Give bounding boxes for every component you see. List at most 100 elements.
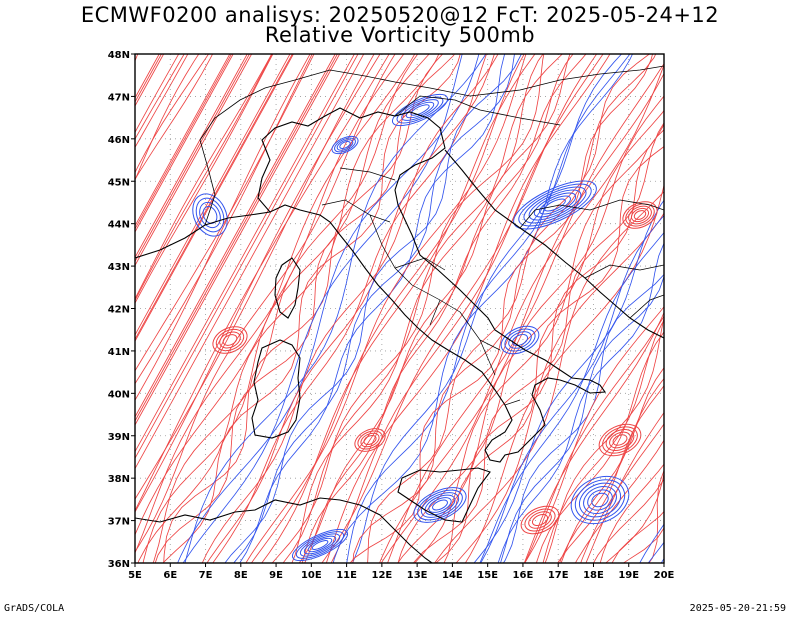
positive-vorticity-contour bbox=[544, 316, 664, 563]
lon-label: 11E bbox=[336, 570, 357, 581]
positive-vorticity-contour bbox=[0, 27, 110, 607]
lon-label: 15E bbox=[477, 570, 498, 581]
positive-vorticity-contour bbox=[379, 72, 664, 563]
negative-vorticity-contour bbox=[291, 528, 349, 562]
positive-vorticity-contour bbox=[0, 20, 90, 600]
positive-vorticity-contour bbox=[135, 54, 375, 500]
lat-label: 48N bbox=[108, 50, 130, 61]
negative-vorticity-contour bbox=[202, 206, 218, 224]
positive-vorticity-contour bbox=[135, 54, 381, 513]
footer-timestamp: 2025-05-20-21:59 bbox=[689, 603, 786, 614]
positive-vorticity-contour bbox=[0, 28, 69, 607]
positive-vorticity-contour bbox=[605, 429, 635, 451]
coastlines bbox=[135, 65, 664, 563]
negative-vorticity-contour bbox=[570, 475, 630, 525]
positive-vorticity-contour bbox=[135, 54, 234, 233]
negative-vorticity-contour bbox=[396, 96, 444, 124]
positive-vorticity-contour bbox=[585, 411, 664, 563]
negative-vorticity-contour bbox=[334, 137, 356, 153]
negative-vorticity-contour bbox=[700, 35, 800, 611]
negative-vorticity-contour bbox=[497, 242, 664, 563]
positive-vorticity-contour bbox=[321, 54, 598, 563]
lat-label: 47N bbox=[108, 92, 130, 103]
regional-borders bbox=[321, 167, 521, 406]
negative-vorticity-contour bbox=[410, 104, 430, 116]
negative-vorticity-contour bbox=[224, 54, 522, 563]
positive-vorticity-contour bbox=[135, 54, 232, 230]
positive-vorticity-contour bbox=[135, 54, 338, 422]
lat-label: 43N bbox=[108, 262, 130, 273]
positive-vorticity-contour bbox=[536, 331, 664, 563]
positive-vorticity-contour bbox=[135, 54, 185, 140]
positive-vorticity-contour bbox=[212, 54, 487, 563]
positive-vorticity-contour bbox=[0, 20, 25, 600]
negative-vorticity-contour bbox=[199, 201, 221, 229]
negative-vorticity-contour bbox=[339, 141, 351, 149]
positive-vorticity-contour bbox=[599, 463, 664, 563]
positive-vorticity-contour bbox=[325, 54, 611, 563]
negative-vorticity-contour bbox=[351, 54, 623, 563]
positive-vorticity-contour bbox=[737, 28, 800, 607]
negative-vorticity-contour bbox=[182, 54, 463, 563]
positive-vorticity-contour bbox=[135, 54, 250, 263]
negative-vorticity-contour bbox=[239, 54, 506, 563]
negative-vorticity-contour bbox=[428, 497, 452, 513]
positive-vorticity-contour bbox=[206, 54, 495, 563]
positive-vorticity-contour bbox=[414, 123, 664, 563]
positive-vorticity-contour bbox=[352, 54, 657, 563]
negative-vorticity-contour bbox=[538, 195, 572, 215]
lon-label: 14E bbox=[442, 570, 463, 581]
negative-vorticity-contour bbox=[518, 183, 592, 227]
positive-vorticity-contour bbox=[648, 469, 664, 563]
lat-lon-grid bbox=[135, 54, 664, 563]
positive-vorticity-contour bbox=[559, 377, 664, 563]
positive-vorticity-contour bbox=[135, 54, 248, 259]
positive-vorticity-contour bbox=[665, 19, 800, 596]
positive-vorticity-contour bbox=[524, 508, 556, 532]
positive-vorticity-contour bbox=[135, 54, 396, 553]
negative-vorticity-contour bbox=[578, 482, 622, 518]
positive-vorticity-contour bbox=[0, 20, 47, 600]
positive-vorticity-contour bbox=[163, 54, 444, 563]
vorticity-contours bbox=[0, 19, 800, 613]
positive-vorticity-contour bbox=[0, 21, 113, 601]
lat-label: 38N bbox=[108, 474, 130, 485]
negative-vorticity-contour bbox=[502, 273, 664, 563]
lon-label: 5E bbox=[128, 570, 142, 581]
lat-label: 41N bbox=[108, 347, 130, 358]
positive-vorticity-contour bbox=[349, 54, 654, 563]
positive-vorticity-contour bbox=[681, 31, 800, 613]
positive-vorticity-contour bbox=[630, 207, 650, 223]
positive-vorticity-contour bbox=[443, 146, 664, 563]
negative-vorticity-contour bbox=[523, 186, 587, 224]
negative-vorticity-contour bbox=[432, 499, 448, 511]
positive-vorticity-contour bbox=[720, 28, 800, 607]
positive-vorticity-contour bbox=[135, 54, 336, 418]
coastline-italy bbox=[257, 107, 607, 463]
negative-vorticity-contour bbox=[706, 30, 800, 611]
negative-vorticity-contour bbox=[533, 192, 577, 218]
negative-vorticity-contour bbox=[544, 198, 566, 212]
positive-vorticity-contour bbox=[135, 54, 136, 55]
positive-vorticity-contour bbox=[0, 29, 25, 610]
negative-vorticity-contour bbox=[499, 275, 664, 563]
lon-label: 6E bbox=[163, 570, 177, 581]
coastline-sardinia bbox=[251, 339, 301, 439]
positive-vorticity-contour bbox=[245, 54, 527, 563]
negative-vorticity-contour bbox=[177, 54, 480, 563]
positive-vorticity-contour bbox=[0, 26, 50, 606]
negative-vorticity-contour bbox=[184, 54, 487, 563]
positive-vorticity-contour bbox=[135, 54, 365, 470]
positive-vorticity-contour bbox=[612, 434, 628, 446]
negative-vorticity-contour bbox=[591, 492, 609, 508]
positive-vorticity-contour bbox=[162, 54, 461, 563]
lon-label: 9E bbox=[269, 570, 283, 581]
positive-vorticity-contour bbox=[291, 54, 563, 563]
positive-vorticity-contour bbox=[387, 62, 664, 563]
coastline-sicily bbox=[397, 467, 491, 523]
coastline-africa bbox=[135, 497, 433, 563]
positive-vorticity-contour bbox=[0, 28, 90, 608]
negative-vorticity-contour bbox=[413, 487, 467, 523]
positive-vorticity-contour bbox=[625, 203, 655, 227]
